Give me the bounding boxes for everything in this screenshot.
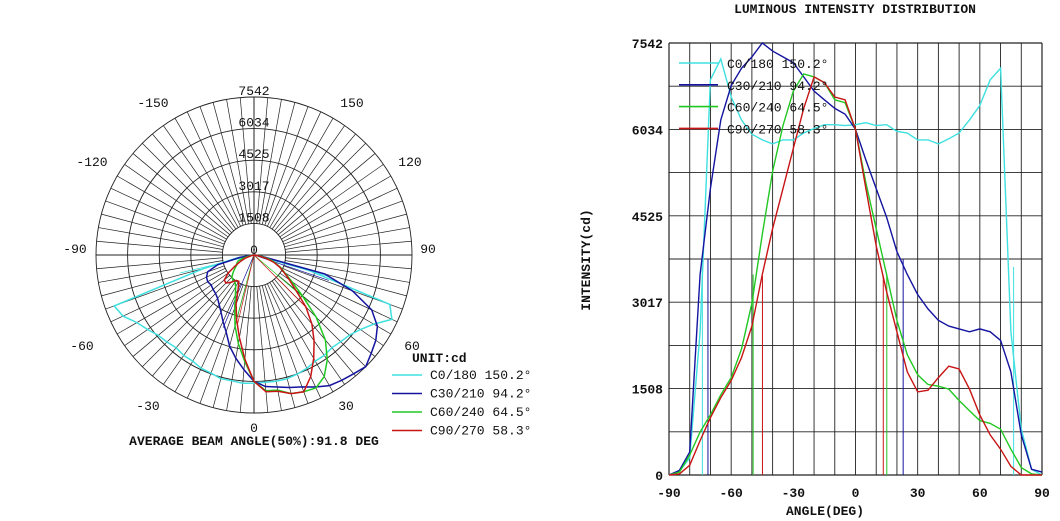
polar-legend-label: C60/240 64.5° (430, 405, 531, 420)
angle-label: -90 (63, 242, 86, 257)
angle-label: 60 (404, 339, 420, 354)
polar-curve-0 (112, 254, 393, 385)
x-tick-label: 30 (910, 486, 926, 501)
legend-label: C60/240 64.5° (727, 101, 828, 116)
ring-label: 1508 (238, 210, 269, 225)
ring-label: 0 (250, 243, 258, 258)
y-tick-label: 1508 (632, 383, 663, 398)
x-tick-label: 90 (1034, 486, 1050, 501)
ring-label: 7542 (238, 84, 269, 99)
polar-ring (95, 96, 413, 414)
angle-label: -150 (137, 96, 168, 111)
polar-curve-3 (223, 254, 315, 395)
y-tick-label: 6034 (632, 123, 663, 138)
y-axis-label: INTENSITY(cd) (579, 209, 594, 310)
polar-legend-label: C30/210 94.2° (430, 387, 531, 402)
polar-legend-label: C0/180 150.2° (430, 368, 531, 383)
series-line-0 (668, 57, 1043, 476)
y-tick-label: 0 (655, 469, 663, 484)
x-axis-label: ANGLE(DEG) (786, 504, 864, 519)
x-tick-label: -90 (657, 486, 681, 501)
angle-label: -120 (76, 155, 107, 170)
angle-label: -30 (136, 399, 159, 414)
x-tick-label: -60 (719, 486, 743, 501)
legend-label: C0/180 150.2° (727, 57, 828, 72)
series-line-3 (668, 75, 1042, 476)
angle-label: 90 (420, 242, 436, 257)
angle-label: 30 (338, 399, 354, 414)
polar-beam-line (180, 254, 255, 274)
y-tick-label: 3017 (632, 296, 663, 311)
legend-label: C90/270 58.3° (727, 122, 828, 137)
ring-label: 3017 (238, 179, 269, 194)
legend-label: C30/210 94.2° (727, 79, 828, 94)
polar-beam-line (253, 254, 310, 303)
polar-chart: 0 1508 3017 4525 6034 7542 -150 150 -120 120 -90 90… (63, 84, 531, 449)
ring-label: 4525 (238, 147, 269, 162)
x-tick-label: 0 (852, 486, 860, 501)
angle-label: 150 (340, 96, 363, 111)
polar-ring (158, 159, 350, 351)
polar-legend-label: C90/270 58.3° (430, 424, 531, 439)
ring-label: 6034 (238, 116, 269, 131)
polar-beam-line (236, 254, 255, 326)
x-tick-label: 60 (972, 486, 988, 501)
polar-beam-line (253, 254, 306, 307)
angle-label: -60 (70, 339, 93, 354)
unit-label: UNIT:cd (412, 351, 467, 366)
beam-angle-footer: AVERAGE BEAM ANGLE(50%):91.8 DEG (129, 434, 379, 449)
polar-ring (221, 222, 287, 288)
polar-ring (190, 191, 318, 319)
x-tick-label: -30 (782, 486, 806, 501)
polar-beam-line (234, 254, 255, 326)
chart-title: LUMINOUS INTENSITY DISTRIBUTION (734, 2, 976, 17)
line-chart: 0 1508 3017 4525 6034 7542 -90 -60 -30 0 30 60 90 LUM… (579, 2, 1050, 519)
y-tick-label: 4525 (632, 210, 663, 225)
y-tick-label: 7542 (632, 37, 663, 52)
angle-label: 120 (398, 155, 421, 170)
angle-label: 0 (250, 421, 258, 436)
